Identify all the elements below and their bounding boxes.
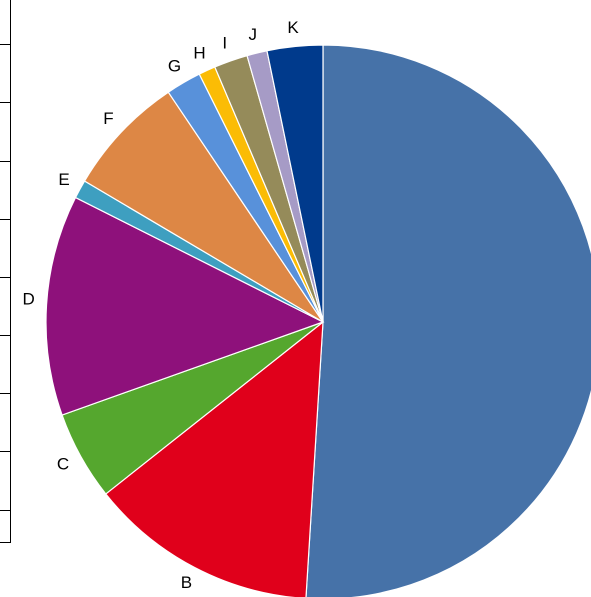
pie-slice-a (305, 44, 591, 597)
left-table-border (0, 0, 11, 543)
slice-label-k: K (287, 18, 299, 37)
slice-label-j: J (248, 25, 257, 44)
slice-label-d: D (22, 289, 34, 308)
slice-label-g: G (168, 57, 181, 76)
slice-label-e: E (58, 170, 69, 189)
pie-slice-k (266, 44, 324, 323)
slice-label-h: H (193, 44, 205, 63)
slice-label-f: F (103, 109, 113, 128)
slice-label-i: I (222, 33, 227, 52)
pie-slice-d (45, 196, 325, 416)
slice-label-c: C (57, 454, 69, 473)
pie-slice-b (104, 320, 324, 597)
pie-labels: ABCDEFGHIJK (22, 18, 299, 592)
pie-slices (45, 44, 591, 597)
pie-slice-f (83, 91, 324, 323)
slice-label-b: B (181, 573, 192, 592)
